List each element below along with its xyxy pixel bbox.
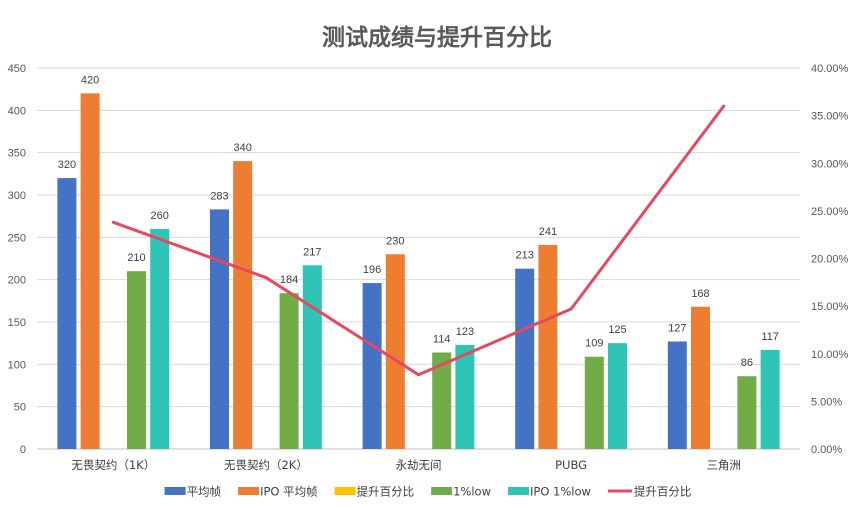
x-tick-label: 三角洲 <box>706 458 741 472</box>
data-label: 320 <box>58 159 76 171</box>
y-axis-left: 0 50 100 150 200 250 300 350 400 450 <box>8 63 26 456</box>
data-label: 86 <box>741 357 753 369</box>
data-label: 109 <box>585 338 603 350</box>
legend-label: IPO 1%low <box>530 485 591 499</box>
bar <box>667 341 687 449</box>
y-tick-label: 350 <box>8 148 26 160</box>
data-label: 127 <box>668 322 686 334</box>
y-tick-label: 250 <box>8 232 26 244</box>
line-series <box>111 104 726 377</box>
y-tick-label: 200 <box>8 275 26 287</box>
data-label: 420 <box>81 74 99 86</box>
y2-tick-label: 40.00% <box>811 63 849 75</box>
y2-tick-label: 35.00% <box>811 111 849 123</box>
legend-label: 提升百分比 <box>357 485 415 499</box>
bar <box>210 209 229 449</box>
bar <box>691 306 710 449</box>
line-path <box>111 104 726 377</box>
legend-label: 1%low <box>453 485 491 499</box>
legend-label: 提升百分比 <box>634 485 692 499</box>
bar <box>760 349 780 449</box>
data-label: 210 <box>127 252 145 264</box>
bar <box>57 178 77 450</box>
legend-label: IPO 平均帧 <box>260 485 318 499</box>
y-tick-label: 300 <box>8 190 26 202</box>
data-label: 117 <box>761 331 779 343</box>
legend-swatch <box>508 487 530 495</box>
y-tick-label: 450 <box>8 63 26 75</box>
bar <box>737 376 757 449</box>
data-label: 217 <box>303 246 321 258</box>
y-tick-label: 400 <box>8 105 26 117</box>
data-label: 184 <box>280 274 298 286</box>
bar <box>455 344 475 449</box>
line-point <box>417 373 420 377</box>
y2-tick-label: 15.00% <box>811 301 849 313</box>
bar <box>279 293 299 449</box>
y2-tick-label: 30.00% <box>811 158 849 170</box>
x-axis: 无畏契约（1K） 无畏契约（2K） 永劫无间 PUBG 三角洲 <box>71 458 741 472</box>
data-label: 283 <box>210 190 228 202</box>
y2-tick-label: 5.00% <box>811 396 842 408</box>
bar <box>584 356 604 449</box>
y2-tick-label: 0.00% <box>811 444 842 456</box>
bar <box>302 265 322 449</box>
legend-swatch <box>431 487 453 495</box>
data-label: 213 <box>516 250 534 262</box>
y2-tick-label: 20.00% <box>811 254 849 266</box>
bar <box>538 244 558 449</box>
y2-tick-label: 25.00% <box>811 206 849 218</box>
legend: 平均帧 IPO 平均帧 提升百分比 1%low IPO 1%low 提升百分比 <box>164 485 692 499</box>
legend-label: 平均帧 <box>187 485 222 499</box>
line-point <box>264 276 268 279</box>
chart-title: 测试成绩与提升百分比 <box>322 24 552 51</box>
bar <box>150 228 170 449</box>
legend-swatch <box>164 487 186 495</box>
line-point <box>722 104 726 108</box>
bar <box>127 271 146 449</box>
bar <box>608 343 627 449</box>
data-label: 241 <box>539 226 557 238</box>
x-tick-label: 无畏契约（1K） <box>71 458 155 472</box>
x-tick-label: 永劫无间 <box>396 458 442 472</box>
bar <box>362 283 382 449</box>
bar <box>233 161 253 449</box>
line-point <box>569 307 573 311</box>
bar <box>432 352 452 449</box>
bar <box>515 268 535 449</box>
y-tick-label: 0 <box>20 444 26 456</box>
data-label: 123 <box>456 326 474 338</box>
data-label: 114 <box>433 333 451 345</box>
data-label: 125 <box>608 324 626 336</box>
data-label: 260 <box>151 210 169 222</box>
x-tick-label: 无畏契约（2K） <box>224 458 308 472</box>
y2-tick-label: 10.00% <box>811 349 849 361</box>
data-label: 196 <box>363 264 381 276</box>
bar <box>385 254 405 449</box>
data-label: 168 <box>691 288 709 300</box>
bar <box>80 93 100 450</box>
legend-swatch <box>334 487 356 495</box>
x-tick-label: PUBG <box>555 458 587 472</box>
data-label: 340 <box>234 142 252 154</box>
line-point <box>111 220 115 224</box>
bars: 320 420 210 260 283 340 184 217 196 230 114 123 213 2… <box>57 74 780 450</box>
y-axis-right: 0.00% 5.00% 10.00% 15.00% 20.00% 25.00% 30.00%… <box>811 63 849 456</box>
y-tick-label: 150 <box>8 317 26 329</box>
y-tick-label: 50 <box>14 402 26 414</box>
legend-swatch <box>238 487 260 495</box>
data-label: 230 <box>386 235 404 247</box>
y-tick-label: 100 <box>8 359 26 371</box>
